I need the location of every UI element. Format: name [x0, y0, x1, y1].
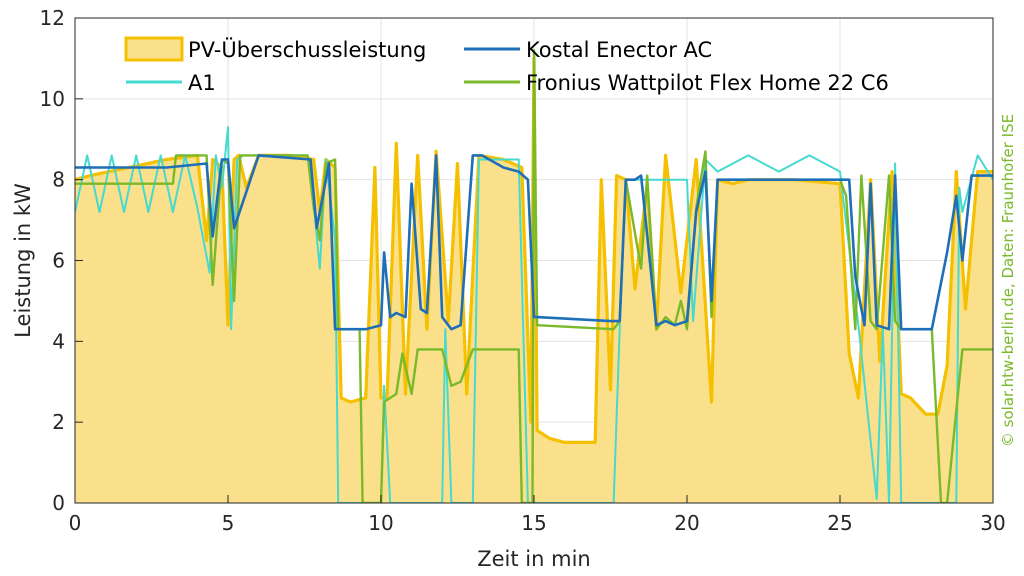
legend-label-a1: A1 — [188, 71, 216, 95]
x-tick-label: 30 — [980, 511, 1005, 535]
y-tick-label: 8 — [52, 168, 65, 192]
series-layer — [75, 49, 993, 503]
x-tick-label: 15 — [521, 511, 546, 535]
series-line-kostal-enector-ac — [75, 154, 993, 331]
legend: PV-Überschussleistung Kostal Enector AC A1… — [124, 36, 889, 95]
y-tick-label: 10 — [40, 87, 65, 111]
legend-label-fronius-wattpilot-flex-home-22-c6: Fronius Wattpilot Flex Home 22 C6 — [526, 71, 889, 95]
y-tick-label: 0 — [52, 491, 65, 515]
legend-label-pv-berschussleistung: PV-Überschussleistung — [188, 37, 426, 62]
x-tick-label: 20 — [674, 511, 699, 535]
series-line-a1 — [75, 126, 993, 503]
y-tick-label: 2 — [52, 410, 65, 434]
x-axis-title: Zeit in min — [477, 547, 590, 571]
credit-text: © solar.htw-berlin.de, Daten: Fraunhofer… — [999, 114, 1017, 447]
y-tick-label: 6 — [52, 249, 65, 273]
legend-label-kostal-enector-ac: Kostal Enector AC — [526, 38, 712, 62]
x-tick-label: 5 — [222, 511, 235, 535]
x-tick-label: 0 — [69, 511, 82, 535]
tick-labels: 0 5 10 15 20 25 30 0 2 4 6 8 10 12 — [40, 6, 1006, 535]
x-tick-label: 25 — [827, 511, 852, 535]
y-tick-label: 4 — [52, 329, 65, 353]
x-tick-label: 10 — [368, 511, 393, 535]
y-axis-title: Leistung in kW — [11, 183, 35, 338]
y-tick-label: 12 — [40, 6, 65, 30]
legend-swatch-pv-berschussleistung — [124, 36, 184, 62]
